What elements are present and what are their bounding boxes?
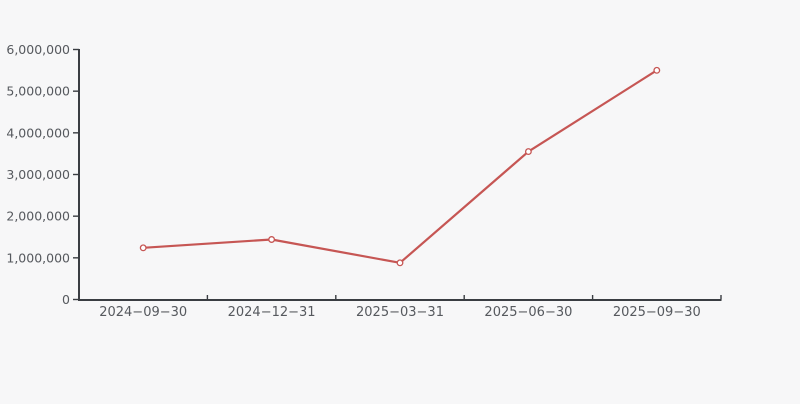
x-tick-label: 2025−09−30 bbox=[613, 305, 701, 320]
x-tick-label: 2025−03−31 bbox=[356, 305, 444, 320]
y-tick-label: 2,000,000 bbox=[6, 209, 70, 224]
x-tick-label: 2025−06−30 bbox=[484, 305, 572, 320]
y-tick-label: 4,000,000 bbox=[6, 125, 70, 140]
data-point-marker[interactable] bbox=[396, 259, 404, 267]
series-line bbox=[142, 69, 658, 264]
y-tick-label: 1,000,000 bbox=[6, 250, 70, 265]
data-point-marker[interactable] bbox=[139, 244, 147, 252]
data-point-marker[interactable] bbox=[268, 236, 276, 243]
y-tick-label: 5,000,000 bbox=[6, 84, 70, 99]
data-point-marker[interactable] bbox=[653, 66, 661, 74]
x-tick-label: 2024−09−30 bbox=[99, 305, 187, 320]
y-tick-label: 6,000,000 bbox=[6, 42, 70, 57]
y-tick-label: 3,000,000 bbox=[6, 167, 70, 182]
x-tick-label: 2024−12−31 bbox=[228, 305, 316, 320]
y-tick-label: 0 bbox=[62, 292, 70, 307]
data-point-marker[interactable] bbox=[524, 148, 532, 156]
